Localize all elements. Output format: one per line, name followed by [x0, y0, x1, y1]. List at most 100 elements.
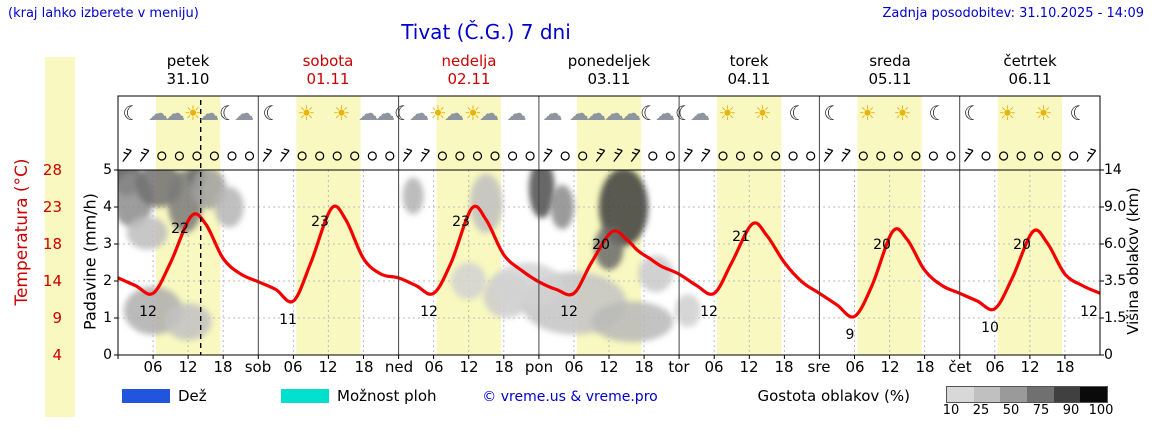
showers-label: Možnost ploh	[337, 387, 437, 405]
weather-icon-slot: ☀	[1022, 101, 1062, 125]
sun-icon: ☀	[998, 101, 1017, 125]
day-name: sreda	[869, 52, 911, 70]
wind-calm-icon	[753, 151, 763, 161]
wind-barb-icon	[122, 148, 132, 162]
temp-value-label: 9	[845, 327, 855, 343]
temp-value-label: 12	[420, 304, 438, 320]
x-tick-hour: 12	[739, 358, 759, 376]
last-update-label: Zadnja posodobitev: 31.10.2025 - 14:09	[882, 6, 1144, 21]
day-date: 31.10	[166, 70, 210, 88]
cloud-density-scale	[946, 386, 1108, 403]
x-tick-hour: 18	[774, 358, 794, 376]
rain-label: Dež	[178, 387, 207, 405]
cloud-scale-segment	[1053, 387, 1081, 402]
cloud-density-label: Gostota oblakov (%)	[757, 387, 910, 405]
sun-icon: ☀	[893, 101, 912, 125]
moon-icon: ☾	[262, 101, 281, 125]
x-tick-hour: 12	[318, 358, 338, 376]
wind-barb-icon	[630, 148, 641, 162]
sun-icon: ☀	[1034, 101, 1053, 125]
temp-value-label: 12	[1080, 304, 1098, 320]
x-tick-day: ned	[384, 358, 414, 376]
wind-calm-icon	[998, 151, 1009, 161]
wind-calm-icon	[455, 151, 465, 161]
day-header: četrtek 06.11	[960, 52, 1100, 88]
temp-value-label: 12	[700, 304, 718, 320]
moon-icon: ☾	[122, 101, 141, 125]
day-name: ponedeljek	[567, 52, 651, 70]
moon-icon: ☾	[823, 101, 842, 125]
wind-calm-icon	[437, 151, 447, 161]
sun-icon: ☀	[184, 101, 202, 125]
x-tick-hour: 06	[143, 358, 163, 376]
day-header: nedelja 02.11	[399, 52, 539, 88]
moon-icon: ☾	[963, 101, 982, 125]
wind-calm-icon	[350, 151, 360, 161]
sun-icon: ☀	[753, 101, 772, 125]
temp-tick: 4	[52, 346, 62, 364]
x-tick-hour: 18	[634, 358, 654, 376]
cloud-icon: ☁	[542, 101, 563, 125]
temp-value-label: 12	[560, 304, 578, 320]
x-tick-hour: 12	[1020, 358, 1040, 376]
cloud-icon: ☁	[375, 101, 395, 125]
wind-calm-icon	[490, 151, 500, 161]
day-name: nedelja	[441, 52, 497, 70]
x-tick-hour: 06	[283, 358, 303, 376]
x-tick-day: sob	[244, 358, 272, 376]
wind-barb-icon	[139, 148, 150, 162]
cloud-icon: ☁	[689, 101, 710, 125]
x-tick-hour: 06	[424, 358, 444, 376]
day-name: petek	[166, 52, 210, 70]
cloud-height-tick: 14	[1104, 162, 1122, 178]
cloud-icon: ☁	[148, 101, 168, 125]
wind-barb-icon	[262, 148, 273, 162]
day-name: sobota	[302, 52, 354, 70]
weather-icon-slot: ☾☁	[215, 101, 255, 125]
cloud-icon: ☁	[621, 101, 641, 125]
x-tick-hour: 18	[213, 358, 233, 376]
cloud-scale-segment	[973, 387, 1001, 402]
cloud-height-tick: 3.5	[1104, 273, 1127, 289]
weather-icon-slot: ☁☁	[566, 101, 606, 125]
wind-calm-icon	[718, 151, 728, 161]
x-tick-hour: 18	[1055, 358, 1075, 376]
x-tick-hour: 18	[354, 358, 374, 376]
cloud-icon: ☁	[358, 101, 378, 125]
moon-icon: ☾	[788, 101, 807, 125]
sun-icon: ☀	[297, 101, 316, 125]
cloud-scale-label: 100	[1088, 403, 1114, 418]
sun-icon: ☀	[464, 101, 482, 125]
moon-icon: ☾	[1069, 101, 1088, 125]
day-header: sobota 01.11	[258, 52, 398, 88]
wind-calm-icon	[244, 151, 255, 161]
cloud-density-scale-labels: 10 25 50 75 90 100	[936, 403, 1116, 418]
temp-value-label: 20	[592, 237, 610, 253]
weather-icon-slot: ☁☁	[145, 101, 185, 125]
weather-icon-slot: ☾	[250, 101, 290, 125]
weather-icon-slot: ☀	[741, 101, 781, 125]
moon-icon: ☾	[640, 101, 658, 125]
cloud-icon: ☁	[198, 101, 219, 125]
temp-axis-title: Temperatura (°C)	[12, 158, 32, 306]
temp-value-label: 21	[732, 229, 750, 245]
cloud-scale-label: 75	[1032, 403, 1050, 418]
wind-calm-icon	[332, 151, 342, 161]
day-date: 02.11	[447, 70, 491, 88]
precip-tick: 1	[103, 310, 112, 326]
weather-icon-slot: ☁	[531, 101, 571, 125]
wind-calm-icon	[227, 151, 237, 161]
cloud-icon: ☁	[604, 101, 624, 125]
cloud-height-tick: 1.5	[1104, 310, 1127, 326]
x-tick-hour: 06	[985, 358, 1005, 376]
weather-icon-slot: ☾	[951, 101, 991, 125]
weather-icon-slot: ☾	[110, 101, 150, 125]
temp-tick: 28	[42, 161, 62, 179]
cloud-scale-label: 50	[1002, 403, 1020, 418]
cloud-scale-label: 10	[942, 403, 960, 418]
wind-barb-icon	[420, 148, 430, 162]
credit-link[interactable]: © vreme.us & vreme.pro	[482, 389, 658, 405]
wind-calm-icon	[981, 151, 991, 161]
wind-calm-icon	[665, 151, 676, 161]
wind-calm-icon	[946, 151, 956, 161]
